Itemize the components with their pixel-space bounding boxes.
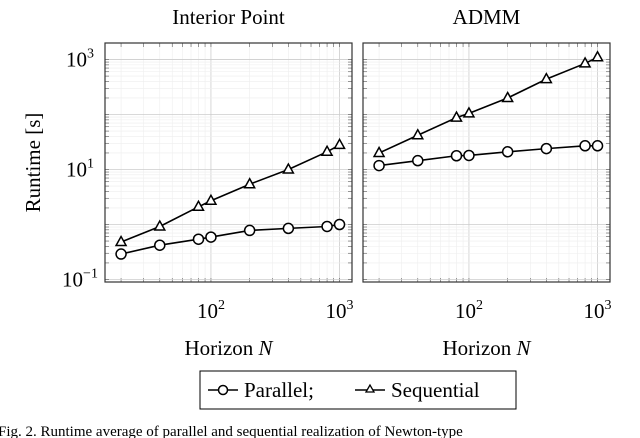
data-point-circle: [591, 140, 604, 152]
data-point-triangle: [333, 137, 346, 150]
plot-frame: [362, 42, 611, 283]
x-axis-label: Horizon N: [184, 336, 273, 360]
data-point-circle: [192, 233, 205, 245]
legend-marker-triangle: [364, 383, 376, 393]
data-point-circle: [282, 222, 295, 235]
data-point-circle: [450, 149, 463, 162]
data-point-circle: [579, 140, 591, 152]
data-point-triangle: [450, 110, 463, 122]
data-point-triangle: [114, 234, 128, 247]
x-tick-label: 102: [197, 298, 225, 323]
data-point-circle: [115, 248, 127, 260]
data-point-triangle: [540, 72, 553, 84]
legend-label-sequential: Sequential: [391, 378, 480, 402]
plot-panel-interior-point: Interior Point 102 103 10−1 101 103 Horizon N R…: [21, 5, 354, 360]
x-tick-label: 103: [326, 298, 354, 323]
series-parallel: [115, 218, 346, 260]
data-point-triangle: [591, 50, 604, 62]
series-line: [120, 144, 340, 243]
plot-frame: [104, 42, 353, 283]
y-tick-label: 103: [66, 47, 94, 72]
series-parallel: [373, 140, 604, 172]
series-sequential: [372, 50, 604, 158]
data-point-circle: [373, 159, 385, 172]
data-point-circle: [501, 146, 514, 158]
data-point-circle: [412, 154, 424, 167]
data-point-circle: [243, 224, 256, 237]
legend-box: [199, 370, 517, 410]
data-point-triangle: [282, 162, 295, 174]
data-point-triangle: [462, 106, 476, 118]
data-point-circle: [333, 218, 346, 231]
data-point-triangle: [192, 199, 205, 212]
data-point-triangle: [411, 128, 425, 140]
series-line: [120, 223, 340, 255]
legend-marker-circle: [217, 384, 229, 396]
panel-title: ADMM: [453, 5, 521, 29]
x-tick-label: 103: [584, 298, 612, 323]
data-point-triangle: [578, 56, 592, 68]
data-point-triangle: [372, 145, 386, 158]
x-tick-label: 102: [455, 298, 483, 323]
legend-label-parallel: Parallel;: [244, 378, 314, 402]
series-sequential: [114, 137, 346, 247]
y-tick-label: 10−1: [62, 266, 98, 291]
data-point-circle: [321, 220, 333, 233]
series-line: [378, 56, 598, 154]
legend: Parallel; Sequential: [199, 370, 517, 410]
series-line: [378, 145, 598, 167]
x-axis-label: Horizon N: [442, 336, 531, 360]
data-point-triangle: [243, 177, 256, 189]
data-point-triangle: [153, 219, 167, 231]
plot-panel-admm: ADMM 102 103 Horizon N: [362, 5, 612, 360]
data-point-circle: [463, 149, 475, 162]
data-point-circle: [205, 231, 217, 243]
data-point-triangle: [501, 90, 514, 103]
data-point-circle: [154, 239, 166, 251]
data-point-circle: [540, 142, 553, 155]
figure-caption: Fig. 2. Runtime average of parallel and …: [0, 424, 463, 438]
data-point-triangle: [320, 144, 334, 157]
y-tick-label: 101: [66, 157, 94, 182]
panel-title: Interior Point: [172, 5, 285, 29]
y-axis-label: Runtime [s]: [21, 113, 45, 213]
data-point-triangle: [204, 193, 218, 206]
